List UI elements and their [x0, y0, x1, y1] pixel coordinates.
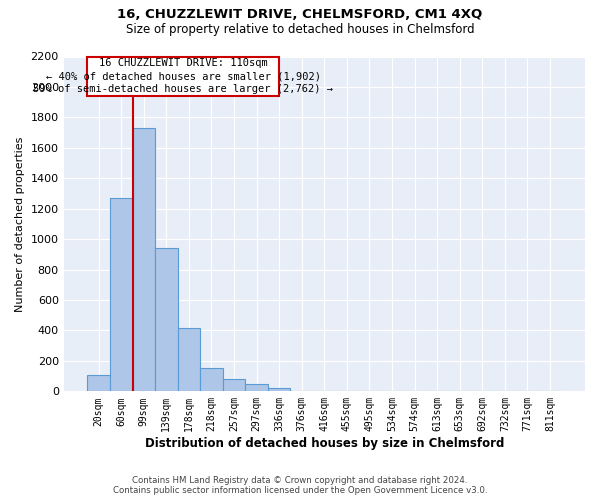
FancyBboxPatch shape	[88, 56, 279, 96]
Bar	[155, 248, 178, 392]
Y-axis label: Number of detached properties: Number of detached properties	[15, 136, 25, 312]
Bar	[178, 328, 200, 392]
Bar	[200, 368, 223, 392]
Text: ← 40% of detached houses are smaller (1,902): ← 40% of detached houses are smaller (1,…	[46, 72, 321, 82]
Bar	[88, 374, 110, 392]
Bar	[245, 384, 268, 392]
Bar	[223, 379, 245, 392]
Text: 59% of semi-detached houses are larger (2,762) →: 59% of semi-detached houses are larger (…	[33, 84, 333, 94]
Bar	[133, 128, 155, 392]
Bar	[110, 198, 133, 392]
Text: Contains HM Land Registry data © Crown copyright and database right 2024.
Contai: Contains HM Land Registry data © Crown c…	[113, 476, 487, 495]
Text: Size of property relative to detached houses in Chelmsford: Size of property relative to detached ho…	[125, 22, 475, 36]
Bar	[268, 388, 290, 392]
X-axis label: Distribution of detached houses by size in Chelmsford: Distribution of detached houses by size …	[145, 437, 504, 450]
Text: 16 CHUZZLEWIT DRIVE: 110sqm: 16 CHUZZLEWIT DRIVE: 110sqm	[99, 58, 268, 68]
Text: 16, CHUZZLEWIT DRIVE, CHELMSFORD, CM1 4XQ: 16, CHUZZLEWIT DRIVE, CHELMSFORD, CM1 4X…	[118, 8, 482, 20]
